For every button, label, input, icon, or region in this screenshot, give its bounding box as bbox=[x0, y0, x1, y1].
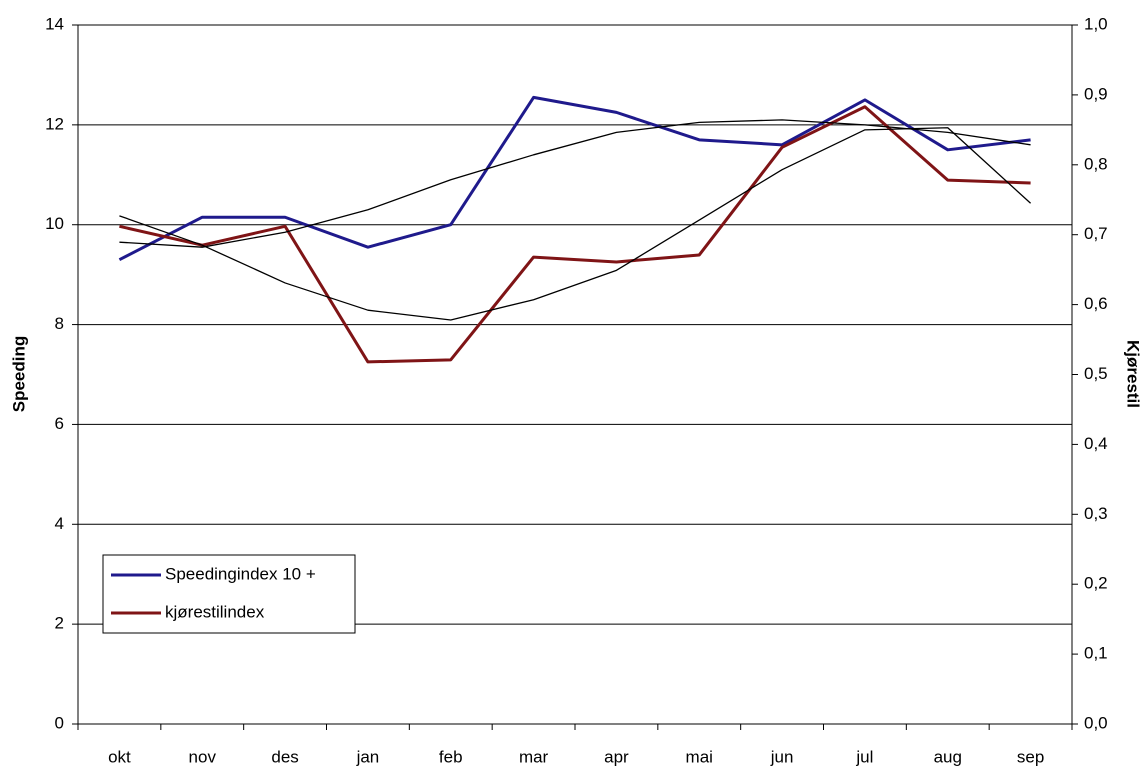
y2-tick-label: 0,5 bbox=[1084, 364, 1108, 383]
x-tick-label: aug bbox=[934, 747, 962, 766]
y2-tick-label: 1,0 bbox=[1084, 14, 1108, 33]
x-tick-label: sep bbox=[1017, 747, 1044, 766]
y2-axis-label: Kjørestil bbox=[1124, 340, 1143, 408]
trend-line bbox=[119, 127, 1032, 321]
y2-tick-label: 0,7 bbox=[1084, 224, 1108, 243]
x-tick-label: feb bbox=[439, 747, 463, 766]
x-tick-label: jun bbox=[770, 747, 794, 766]
x-tick-label: des bbox=[271, 747, 298, 766]
y2-tick-label: 0,0 bbox=[1084, 713, 1108, 732]
x-tick-label: okt bbox=[108, 747, 131, 766]
y2-tick-label: 0,6 bbox=[1084, 294, 1108, 313]
x-tick-label: jan bbox=[356, 747, 380, 766]
x-tick-label: apr bbox=[604, 747, 629, 766]
legend-label: Speedingindex 10 + bbox=[165, 564, 316, 583]
y-tick-label: 4 bbox=[55, 514, 64, 533]
y-tick-label: 10 bbox=[45, 214, 64, 233]
x-tick-label: nov bbox=[189, 747, 217, 766]
y-tick-label: 8 bbox=[55, 314, 64, 333]
legend bbox=[102, 554, 356, 634]
series-line bbox=[119, 105, 1031, 364]
x-tick-label: mai bbox=[686, 747, 713, 766]
series-line bbox=[118, 95, 1031, 261]
y2-tick-label: 0,8 bbox=[1084, 154, 1108, 173]
legend-label: kjørestilindex bbox=[165, 602, 265, 621]
y-tick-label: 0 bbox=[55, 713, 64, 732]
y2-tick-label: 0,2 bbox=[1084, 574, 1108, 593]
y2-tick-label: 0,3 bbox=[1084, 504, 1108, 523]
trend-line bbox=[119, 119, 1031, 248]
y2-tick-label: 0,4 bbox=[1084, 434, 1108, 453]
x-tick-label: jul bbox=[855, 747, 873, 766]
y-tick-label: 2 bbox=[55, 614, 64, 633]
y2-tick-label: 0,1 bbox=[1084, 644, 1108, 663]
x-tick-label: mar bbox=[519, 747, 549, 766]
y-tick-label: 12 bbox=[45, 114, 64, 133]
y-tick-label: 6 bbox=[55, 414, 64, 433]
y2-tick-label: 0,9 bbox=[1084, 84, 1108, 103]
y-axis-label: Speeding bbox=[9, 336, 28, 413]
y-tick-label: 14 bbox=[45, 14, 64, 33]
